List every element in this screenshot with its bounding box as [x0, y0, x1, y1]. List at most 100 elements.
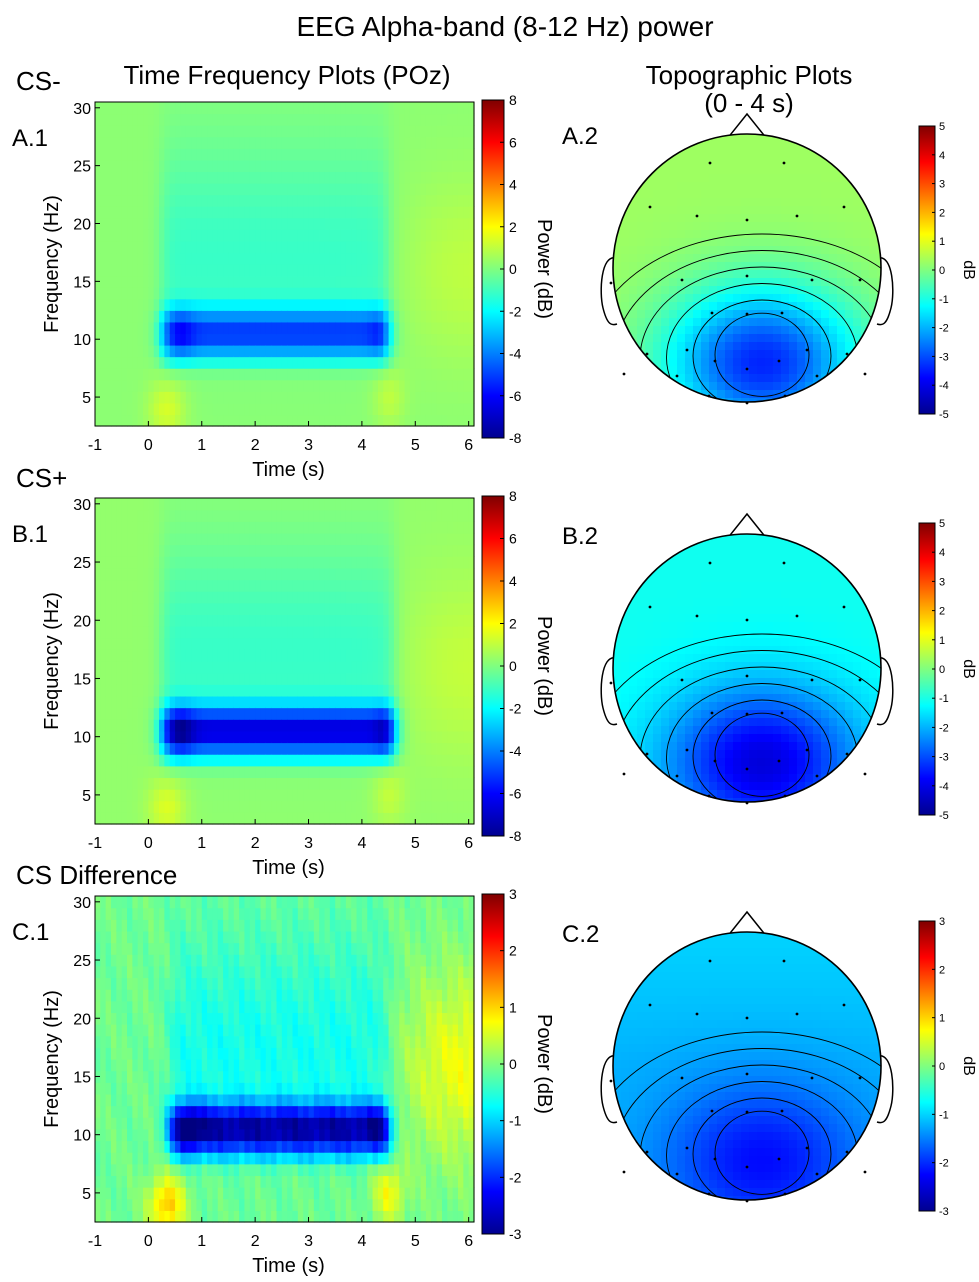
- electrode: [842, 605, 846, 609]
- colorbar-tick-label: 2: [509, 943, 517, 959]
- electrode: [863, 372, 867, 376]
- electrode: [710, 1109, 714, 1113]
- y-axis-label: Frequency (Hz): [41, 195, 63, 333]
- colorbar-tick-label: 0: [509, 261, 517, 277]
- electrode: [745, 618, 749, 622]
- colorbar-tick-label: 0: [509, 1056, 517, 1072]
- electrode: [783, 1192, 787, 1196]
- row-label-cs-minus: CS-: [16, 66, 61, 96]
- x-tick-label: 5: [411, 835, 420, 852]
- x-tick-label: 6: [464, 437, 473, 454]
- electrode: [745, 767, 749, 771]
- right-ear: [876, 257, 894, 326]
- electrode: [695, 1012, 699, 1016]
- colorbar-tick-label: 5: [939, 121, 945, 133]
- tf-cells: [95, 498, 475, 825]
- panel-label: A.1: [12, 125, 48, 152]
- electrode: [707, 394, 711, 398]
- y-tick-label: 15: [73, 274, 91, 291]
- electrode: [745, 1072, 749, 1076]
- x-axis-label: Time (s): [252, 857, 325, 879]
- colorbar-tick-label: 0: [939, 1061, 945, 1073]
- electrode: [810, 678, 814, 682]
- colorbar-tick-label: 2: [509, 616, 517, 632]
- colorbar-label: dB: [960, 659, 977, 679]
- x-tick-label: 6: [464, 835, 473, 852]
- colorbar-tick-label: 0: [509, 658, 517, 674]
- contour-line: [714, 712, 810, 797]
- electrode: [645, 1150, 649, 1154]
- electrode: [780, 711, 784, 715]
- y-tick-label: 5: [82, 788, 91, 805]
- contour-line: [692, 299, 832, 402]
- electrode: [645, 752, 649, 756]
- electrode: [680, 278, 684, 282]
- electrode: [745, 401, 749, 405]
- x-tick-label: 5: [411, 437, 420, 454]
- topo-field: [613, 932, 881, 1200]
- x-tick-label: 6: [464, 1233, 473, 1250]
- colorbar-tick-label: -8: [509, 828, 522, 844]
- electrode: [675, 374, 679, 378]
- electrode: [648, 605, 652, 609]
- electrode: [648, 1003, 652, 1007]
- colorbar-tick-label: -1: [939, 1109, 949, 1121]
- electrode: [782, 161, 786, 165]
- electrode: [810, 1076, 814, 1080]
- y-tick-label: 25: [73, 555, 91, 572]
- x-tick-label: 2: [251, 1233, 260, 1250]
- panel-label: C.1: [12, 919, 49, 946]
- y-tick-label: 15: [73, 671, 91, 688]
- colorbar-tick-label: -2: [939, 1158, 949, 1170]
- colorbar-tick-label: -8: [509, 430, 522, 446]
- x-tick-label: 3: [304, 1233, 313, 1250]
- x-tick-label: 0: [144, 437, 153, 454]
- topo-plot-cs-minus: A.2 5 4 3 2 1 0 -1 -2 -3 -4 -5 dB: [562, 112, 977, 421]
- electrode: [845, 1150, 849, 1154]
- electrode: [745, 218, 749, 222]
- electrode: [795, 614, 799, 618]
- electrode: [745, 1165, 749, 1169]
- electrode: [713, 359, 717, 363]
- colorbar-label: Power (dB): [533, 219, 555, 319]
- left-ear: [600, 1055, 618, 1124]
- panel-label: C.2: [562, 921, 599, 948]
- panel-label: B.2: [562, 523, 598, 550]
- electrode: [863, 1170, 867, 1174]
- colorbar-tick-label: -3: [509, 1226, 522, 1242]
- x-axis-label: Time (s): [252, 459, 325, 481]
- right-ear: [876, 1055, 894, 1124]
- contour-line: [613, 633, 881, 802]
- y-tick-label: 30: [73, 895, 91, 912]
- electrode: [745, 712, 749, 716]
- electrode: [815, 1172, 819, 1176]
- electrode: [695, 214, 699, 218]
- x-tick-label: 2: [251, 835, 260, 852]
- x-tick-label: 1: [197, 1233, 206, 1250]
- electrode: [609, 681, 613, 685]
- nose: [726, 910, 768, 938]
- electrode: [745, 274, 749, 278]
- electrode: [783, 394, 787, 398]
- electrode: [622, 772, 626, 776]
- topo-plot-cs-plus: B.2 5 4 3 2 1 0 -1 -2 -3 -4 -5 dB: [562, 512, 977, 822]
- electrode: [815, 774, 819, 778]
- x-tick-label: 2: [251, 437, 260, 454]
- electrode: [680, 1076, 684, 1080]
- colorbar-tick-label: 2: [939, 207, 945, 219]
- electrode: [845, 352, 849, 356]
- y-tick-label: 25: [73, 159, 91, 176]
- colorbar-tick-label: 1: [939, 635, 945, 647]
- contour-line: [692, 1097, 832, 1200]
- colorbar-tick-label: 2: [939, 606, 945, 618]
- colorbar-tick-label: -2: [509, 1169, 522, 1185]
- colorbar-label: dB: [960, 260, 977, 280]
- colorbar-tick-label: 1: [509, 999, 517, 1015]
- panel-label: A.2: [562, 123, 598, 150]
- colorbar-tick-label: -3: [939, 752, 949, 764]
- colorbar-tick-label: -3: [939, 1206, 949, 1218]
- y-tick-label: 20: [73, 217, 91, 234]
